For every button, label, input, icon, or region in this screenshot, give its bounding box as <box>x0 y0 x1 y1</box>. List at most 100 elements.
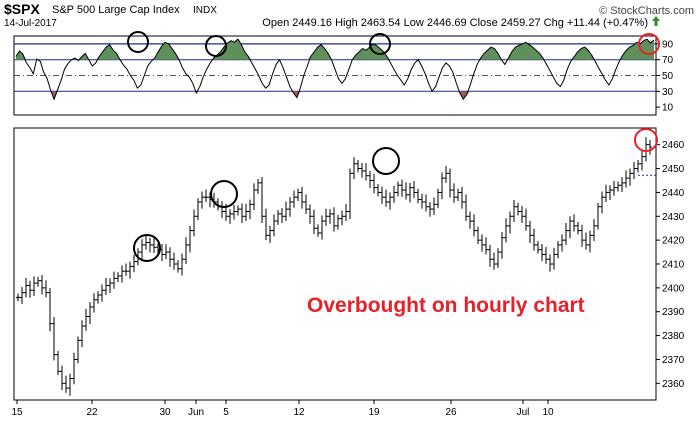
ohlc-bar <box>40 274 44 295</box>
x-tick-label-6: 19 <box>368 407 380 418</box>
ohlc-bar <box>576 222 580 235</box>
ohlc-bar <box>644 137 648 162</box>
ohlc-bar <box>532 228 536 251</box>
ohlc-bar <box>60 365 64 390</box>
ohlc-bar <box>144 234 148 250</box>
x-tick-label-7: 26 <box>445 407 457 418</box>
ohlc-bar <box>352 157 356 180</box>
ohlc-bar <box>416 188 420 204</box>
ohlc-bar <box>180 253 184 276</box>
rsi-tick-label-70: 70 <box>662 55 674 66</box>
ohlc-bar <box>96 291 100 304</box>
x-axis: 15 22 30 Jun 5 12 19 26 Jul 10 <box>11 400 554 418</box>
ohlc-bar <box>56 350 60 376</box>
ohlc-bar <box>492 252 496 270</box>
ohlc-bar <box>528 221 532 244</box>
rsi-tick-label-10: 10 <box>662 103 674 114</box>
price-panel: 2360 2370 2380 2390 2400 2410 2420 2430 2440 2450… <box>13 127 685 401</box>
ohlc-bar <box>564 222 568 245</box>
ohlc-bar <box>560 234 564 252</box>
ohlc-bar <box>596 202 600 230</box>
ohlc-bar <box>504 218 508 243</box>
rsi-tick-label-90: 90 <box>662 39 674 50</box>
ohlc-bar <box>124 263 128 276</box>
ohlc-bar <box>252 183 256 211</box>
price-tick-label-2360: 2360 <box>662 379 685 390</box>
ohlc-bar <box>520 205 524 223</box>
ohlc-bar <box>188 225 192 253</box>
ohlc-bar <box>348 168 352 220</box>
price-tick-label-2390: 2390 <box>662 307 685 318</box>
ohlc-bar <box>68 373 72 396</box>
ohlc-bar <box>588 230 592 253</box>
price-tick-label-2460: 2460 <box>662 140 685 151</box>
ohlc-bar <box>512 200 516 223</box>
ohlc-bar <box>612 180 616 196</box>
ohlc-bar <box>324 208 328 226</box>
ohlc-bar <box>264 208 268 241</box>
ohlc-bar <box>508 211 512 234</box>
ohlc-bar <box>480 234 484 252</box>
x-tick-label-8: Jul <box>517 407 530 418</box>
ohlc-bar <box>332 207 336 232</box>
ohlc-bar <box>64 375 68 393</box>
ohlc-bar <box>584 232 588 250</box>
price-tick-label-2420: 2420 <box>662 236 685 247</box>
ohlc-bar <box>164 244 168 260</box>
ohlc-bar <box>452 183 456 203</box>
ohlc-bar <box>608 185 612 201</box>
ohlc-bar <box>184 237 188 264</box>
ohlc-bar <box>116 272 120 283</box>
ohlc-bar <box>284 201 288 222</box>
ohlc-bar <box>592 219 596 242</box>
rsi-line <box>15 38 655 101</box>
rsi-panel: 10 30 50 70 90 <box>13 35 674 116</box>
highlight-circles <box>127 31 660 262</box>
ohlc-bar <box>408 182 412 203</box>
ohlc-bar <box>624 170 628 188</box>
ohlc-bar <box>308 204 312 224</box>
price-tick-label-2410: 2410 <box>662 260 685 271</box>
brand-label: © StockCharts.com <box>599 5 694 17</box>
ohlc-bar <box>320 215 324 240</box>
ohlc-bar <box>548 254 552 272</box>
ohlc-bar <box>356 159 360 173</box>
ohlc-bar <box>120 265 124 283</box>
ohlc-bar <box>620 177 624 192</box>
price-tick-label-2400: 2400 <box>662 283 685 294</box>
ohlc-bar <box>148 237 152 253</box>
price-highlight-circle-red <box>634 128 658 152</box>
date-label: 14-Jul-2017 <box>4 18 57 29</box>
ohlc-bar <box>48 287 52 332</box>
ohlc-bar <box>360 162 364 178</box>
index-name-label: S&P 500 Large Cap Index <box>52 4 180 16</box>
ohlc-bar <box>152 238 156 254</box>
ohlc-bar <box>204 189 208 202</box>
ohlc-bar <box>456 188 460 202</box>
ohlc-bar <box>80 320 84 348</box>
ohlc-bar <box>580 224 584 247</box>
ohlc-bar <box>568 216 572 239</box>
ohlc-bar <box>240 203 244 223</box>
ohlc-bar <box>540 243 544 262</box>
price-tick-label-2440: 2440 <box>662 188 685 199</box>
ohlc-bar <box>600 191 604 214</box>
ohlc-bar <box>628 168 632 186</box>
x-tick-label-0: 15 <box>11 407 23 418</box>
ohlc-bar <box>16 293 20 302</box>
ohlc-bar <box>100 284 104 302</box>
ohlc-bar <box>400 179 404 197</box>
ohlc-bar <box>440 172 444 200</box>
ohlc-bar <box>536 241 540 254</box>
ohlc-bar <box>392 185 396 203</box>
ohlc-bar <box>436 188 440 209</box>
ohlc-bar <box>432 197 436 215</box>
ohlc-bar <box>260 177 264 223</box>
ohlc-bar <box>524 208 528 231</box>
ohlc-bar <box>424 194 428 212</box>
x-tick-label-9: 10 <box>542 407 554 418</box>
ohlc-bar <box>468 211 472 229</box>
ohlc-bar <box>384 189 388 207</box>
